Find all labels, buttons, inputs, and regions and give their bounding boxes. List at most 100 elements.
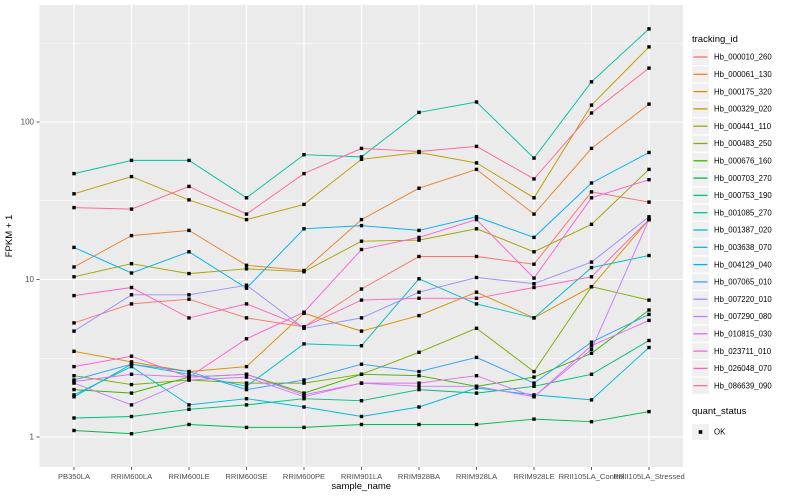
data-point-Hb_007065_010 (359, 362, 364, 366)
data-point-Hb_000703_270 (244, 425, 249, 430)
x-tick-label: RRIM928LE (513, 472, 554, 481)
x-tick-label: RRIM928BA (398, 472, 441, 481)
legend-label: Hb_086639_090 (714, 381, 772, 390)
data-point-Hb_001085_270 (302, 153, 306, 157)
legend-label: Hb_000175_320 (714, 87, 772, 96)
legend-label: Hb_023711_010 (714, 347, 772, 356)
legend-label: Hb_000676_160 (714, 157, 772, 166)
data-point-Hb_000061_130 (359, 217, 364, 222)
data-point-Hb_001085_270 (187, 158, 191, 163)
data-point-Hb_001085_270 (359, 155, 364, 159)
data-point-Hb_003638_070 (359, 414, 364, 419)
data-point-Hb_026048_070 (244, 302, 249, 306)
data-point-Hb_010815_030 (129, 372, 134, 376)
data-point-Hb_007220_010 (129, 293, 134, 297)
data-point-Hb_000061_130 (532, 212, 536, 216)
data-point-Hb_007290_080 (129, 403, 134, 407)
data-point-Hb_004129_040 (474, 215, 479, 219)
data-point-Hb_001387_020 (417, 277, 421, 281)
x-tick-label: RRIM901LA (341, 472, 383, 481)
data-point-Hb_000441_110 (532, 250, 536, 254)
data-point-Hb_000441_110 (129, 262, 134, 266)
data-point-Hb_003638_070 (589, 398, 594, 402)
data-point-Hb_001085_270 (474, 100, 479, 104)
data-point-Hb_001387_020 (72, 395, 76, 399)
data-point-Hb_003638_070 (72, 393, 76, 397)
data-point-Hb_007220_010 (589, 260, 594, 264)
data-point-Hb_000753_190 (589, 372, 594, 376)
data-point-Hb_023711_010 (647, 178, 651, 182)
legend-label: Hb_004129_040 (714, 260, 772, 269)
data-point-Hb_003638_070 (302, 405, 306, 409)
data-point-Hb_003638_070 (129, 364, 134, 369)
data-point-Hb_000010_260 (532, 262, 536, 266)
data-point-Hb_086639_090 (302, 171, 306, 176)
data-point-Hb_000441_110 (417, 238, 421, 242)
legend-item: Hb_026048_070 (692, 360, 772, 377)
data-point-Hb_001085_270 (589, 80, 594, 84)
x-tick-label: RRIM600LE (168, 472, 209, 481)
data-point-Hb_010815_030 (417, 381, 421, 385)
data-point-Hb_000061_130 (647, 102, 651, 106)
data-point-Hb_086639_090 (474, 144, 479, 149)
data-point-Hb_010815_030 (359, 381, 364, 385)
data-point-Hb_000703_270 (129, 432, 134, 436)
data-point-Hb_007220_010 (359, 316, 364, 320)
data-point-Hb_000483_250 (72, 374, 76, 378)
data-point-Hb_023711_010 (417, 235, 421, 240)
data-point-Hb_000441_110 (187, 271, 191, 276)
legend-label: Hb_010815_030 (714, 330, 772, 339)
data-point-Hb_007290_080 (302, 395, 306, 399)
y-tick-label: 100 (21, 118, 35, 127)
data-point-Hb_000753_190 (532, 384, 536, 388)
data-point-Hb_000175_320 (359, 329, 364, 333)
data-point-Hb_000483_250 (647, 298, 651, 302)
data-point-Hb_010815_030 (72, 379, 76, 384)
data-point-Hb_000703_270 (359, 422, 364, 427)
data-point-Hb_000703_270 (187, 422, 191, 427)
legend-label: Hb_000753_190 (714, 191, 772, 200)
data-point-Hb_000703_270 (72, 428, 76, 433)
data-point-Hb_023711_010 (244, 337, 249, 341)
data-point-Hb_023711_010 (589, 196, 594, 200)
data-point-Hb_007220_010 (72, 329, 76, 333)
x-tick-label: RRII105LA_Control (559, 472, 625, 481)
data-point-Hb_007065_010 (417, 369, 421, 374)
data-point-Hb_000061_130 (72, 265, 76, 269)
data-point-Hb_000703_270 (647, 409, 651, 414)
data-point-Hb_086639_090 (72, 205, 76, 210)
legend-item: Hb_007220_010 (692, 291, 772, 308)
data-point-Hb_000753_190 (302, 397, 306, 401)
data-point-Hb_000010_260 (187, 297, 191, 301)
data-point-Hb_007220_010 (474, 275, 479, 280)
data-point-Hb_000175_320 (474, 290, 479, 294)
data-point-Hb_001387_020 (589, 265, 594, 270)
data-point-Hb_007065_010 (474, 355, 479, 360)
x-tick-label: PB350LA (58, 472, 91, 481)
data-point-Hb_086639_090 (129, 207, 134, 211)
data-point-Hb_007065_010 (589, 340, 594, 344)
data-point-Hb_010815_030 (647, 318, 651, 323)
data-point-Hb_000483_250 (532, 369, 536, 374)
data-point-Hb_007065_010 (532, 381, 536, 385)
data-point-Hb_000329_020 (359, 157, 364, 161)
data-point-Hb_000329_020 (302, 202, 306, 207)
quant-legend-label: OK (714, 428, 726, 437)
data-point-Hb_000441_110 (647, 167, 651, 172)
data-point-Hb_000703_270 (417, 422, 421, 427)
data-point-Hb_000441_110 (589, 222, 594, 226)
data-point-Hb_001085_270 (647, 27, 651, 31)
data-point-Hb_007290_080 (244, 375, 249, 379)
data-point-Hb_000703_270 (532, 417, 536, 421)
data-point-Hb_000329_020 (187, 198, 191, 202)
data-point-Hb_000703_270 (589, 420, 594, 424)
data-point-Hb_000753_190 (417, 387, 421, 392)
data-point-Hb_000676_160 (417, 374, 421, 378)
data-point-Hb_026048_070 (532, 285, 536, 290)
legend-item: Hb_003638_070 (692, 239, 772, 256)
data-point-Hb_004129_040 (187, 250, 191, 254)
data-point-Hb_000329_020 (72, 192, 76, 196)
data-point-Hb_023711_010 (129, 354, 134, 358)
data-point-Hb_001387_020 (244, 384, 249, 388)
